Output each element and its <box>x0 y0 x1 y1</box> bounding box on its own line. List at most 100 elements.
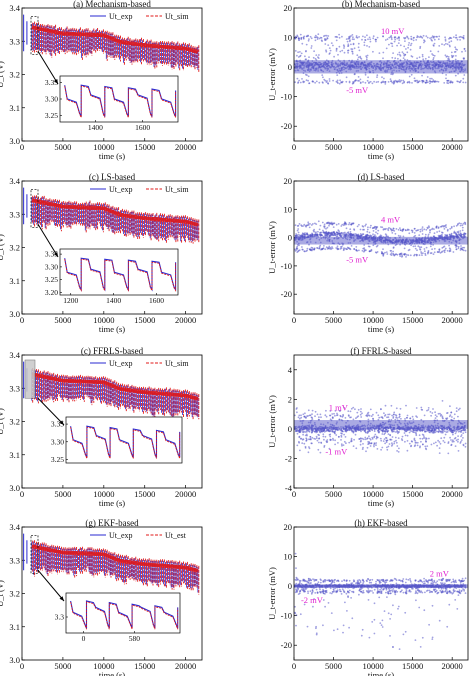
data-point <box>438 441 441 443</box>
data-point <box>330 42 333 44</box>
data-point <box>359 437 362 439</box>
data-point <box>421 80 424 82</box>
plot-frame <box>293 180 469 315</box>
data-point <box>355 233 358 236</box>
data-point <box>369 80 372 83</box>
data-point <box>344 231 346 234</box>
data-point <box>406 449 409 452</box>
data-point <box>460 222 462 225</box>
data-point <box>366 228 369 231</box>
data-point <box>364 73 367 76</box>
data-point <box>452 578 455 581</box>
legend-label: Ut_exp <box>109 359 133 368</box>
data-point <box>318 437 320 440</box>
data-point <box>436 444 438 447</box>
data-point <box>359 443 362 446</box>
y-tick-label: -2 <box>285 453 292 463</box>
data-point <box>350 43 352 46</box>
data-point <box>366 79 369 82</box>
data-point <box>350 222 353 225</box>
data-point <box>327 602 330 604</box>
data-point <box>305 58 307 61</box>
data-point <box>418 234 421 237</box>
data-point <box>368 46 371 48</box>
data-point <box>424 447 427 450</box>
data-point <box>421 37 424 39</box>
zoom-arrow <box>37 569 65 602</box>
data-point <box>309 35 312 38</box>
data-point <box>402 52 405 55</box>
data-point <box>408 75 411 78</box>
zoom-region <box>30 15 39 55</box>
data-point <box>373 435 376 438</box>
data-point <box>459 35 462 38</box>
data-point <box>451 416 453 418</box>
data-point <box>313 230 316 233</box>
data-point <box>405 229 407 232</box>
data-point <box>361 412 363 415</box>
data-point <box>372 35 375 38</box>
data-point <box>373 442 376 445</box>
data-point <box>399 255 402 257</box>
data-point <box>417 81 420 83</box>
data-point <box>459 39 461 41</box>
data-point <box>302 413 305 416</box>
y-tick-label: 4 <box>288 365 293 375</box>
data-point <box>434 414 437 416</box>
data-point <box>425 228 428 231</box>
data-point <box>301 78 303 80</box>
inset-frame <box>59 75 179 123</box>
data-point <box>296 54 298 57</box>
data-point <box>439 442 442 445</box>
data-point <box>301 248 304 251</box>
data-point <box>296 245 299 248</box>
x-tick-label: 5000 <box>325 142 342 152</box>
data-point <box>460 439 463 441</box>
data-point <box>341 49 344 52</box>
dense-band <box>294 420 468 429</box>
data-point <box>376 232 379 235</box>
data-point <box>386 416 388 419</box>
data-point <box>351 50 353 53</box>
data-point <box>310 37 313 40</box>
data-point <box>339 79 341 82</box>
data-point <box>402 228 405 231</box>
data-point <box>407 254 410 257</box>
data-point <box>307 79 309 82</box>
data-point <box>300 234 303 237</box>
data-point <box>367 226 369 229</box>
data-point <box>317 230 319 233</box>
data-point <box>384 442 386 445</box>
data-point <box>367 589 370 591</box>
data-point <box>299 51 301 53</box>
data-point <box>423 250 426 253</box>
data-point <box>431 80 433 83</box>
data-point <box>311 233 314 236</box>
data-point <box>296 411 298 414</box>
data-point <box>380 429 383 432</box>
data-point <box>416 416 418 418</box>
data-point <box>459 230 462 232</box>
y-axis-label: U_t (V) <box>0 234 5 261</box>
data-point <box>340 443 343 446</box>
data-point <box>404 40 406 42</box>
data-point <box>355 430 358 432</box>
data-point <box>324 435 327 438</box>
data-point <box>401 435 404 438</box>
data-point <box>383 610 386 612</box>
data-point <box>325 415 328 418</box>
data-point <box>348 626 350 629</box>
data-point <box>357 46 360 49</box>
data-point <box>459 442 462 444</box>
data-point <box>423 41 425 44</box>
data-point <box>431 412 434 414</box>
data-point <box>362 81 364 83</box>
data-point <box>364 81 367 84</box>
data-point <box>361 249 364 252</box>
data-point <box>364 224 367 227</box>
data-point <box>340 434 343 437</box>
data-point <box>295 430 298 433</box>
data-point <box>460 79 462 82</box>
data-point <box>438 447 441 449</box>
